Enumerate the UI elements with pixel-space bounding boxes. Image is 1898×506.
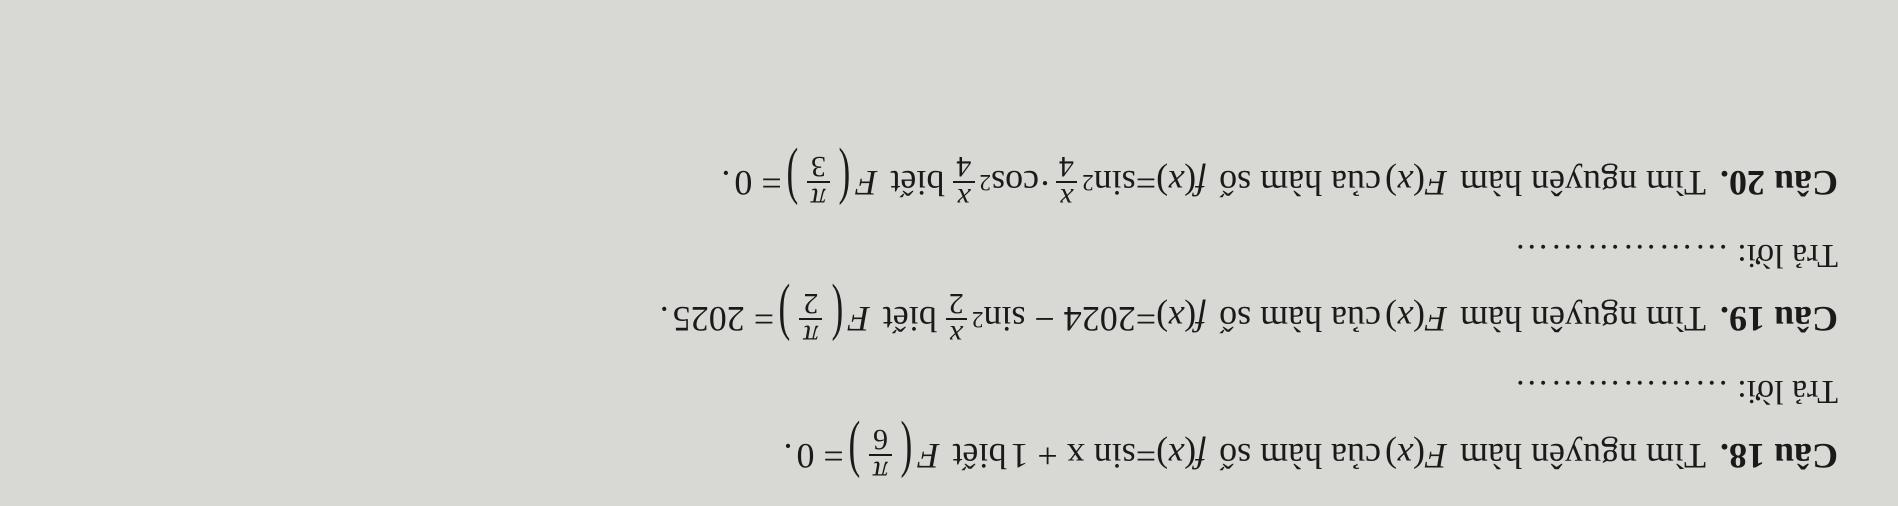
q20-label: Câu 20. (1720, 153, 1838, 211)
q18-f-sym: f (1196, 426, 1206, 484)
q18-frac-den: 6 (869, 424, 892, 454)
q19-Fpi2: F ( π 2 ) = 2025 (673, 288, 879, 350)
q18-frac-pi6: π 6 (869, 424, 892, 486)
q20-frac-den-4a: 4 (1055, 151, 1078, 181)
q20-Fx: F(x) (1385, 153, 1456, 211)
q18-F2: F (917, 426, 939, 484)
q19-fx: f(x) = 2024 − sin2 x 2 (941, 288, 1215, 350)
q20-of: của hàm số (1219, 153, 1381, 211)
q20-F2: F (855, 153, 877, 211)
q19-frac-num-x: x (946, 318, 967, 350)
q18-lead: Tìm nguyên hàm (1460, 426, 1706, 484)
q19-frac-pi2: π 2 (799, 288, 822, 350)
q20-F-sym: F (1425, 153, 1447, 211)
q18-Fx: F(x) (1385, 426, 1456, 484)
q19-frac-num-pi: π (799, 318, 822, 350)
q20-dot: · (1039, 153, 1051, 211)
q20-frac-den-4b: 4 (952, 151, 975, 181)
q18-period: . (783, 426, 792, 484)
q20-fx: f(x) = sin2 x 4 · cos2 x 4 (948, 151, 1215, 213)
q20-sin: sin (1094, 153, 1136, 211)
question-19: Câu 19. Tìm nguyên hàm F(x) của hàm số f… (60, 288, 1838, 350)
q20-frac-num-pi: π (807, 181, 830, 213)
q19-f-sym: f (1196, 290, 1206, 348)
q20-f-sym: f (1196, 153, 1206, 211)
q19-lead: Tìm nguyên hàm (1460, 290, 1706, 348)
q19-of: của hàm số (1219, 290, 1381, 348)
q20-lead: Tìm nguyên hàm (1460, 153, 1706, 211)
q18-F-sym: F (1425, 426, 1447, 484)
q19-eq: = 2025 (673, 290, 774, 348)
answer-dots-18: ……………… (1513, 373, 1729, 410)
answer-19: Trả lời: ……………… (60, 227, 1838, 281)
q19-label: Câu 19. (1720, 290, 1838, 348)
answer-18: Trả lời: ……………… (60, 364, 1838, 418)
q20-cos: cos (991, 153, 1039, 211)
answer-label-19: Trả lời: (1737, 237, 1838, 274)
q19-period: . (660, 290, 669, 348)
q19-F2: F (848, 290, 870, 348)
q18-cond: biết (952, 426, 1006, 484)
q19-Fx: F(x) (1385, 290, 1456, 348)
q18-Fpi6: F ( π 6 ) = 0 (796, 424, 948, 486)
q20-frac-num-xb: x (953, 181, 974, 213)
q18-frac-num: π (869, 454, 892, 486)
answer-dots-19: ……………… (1513, 237, 1729, 274)
q19-F-sym: F (1425, 290, 1447, 348)
q20-frac-x4-b: x 4 (952, 151, 975, 213)
q19-cond: biết (883, 290, 937, 348)
q20-cond: biết (890, 153, 944, 211)
q20-frac-den-3: 3 (807, 151, 830, 181)
q19-frac-den-pi2: 2 (799, 288, 822, 318)
q20-period: . (721, 153, 730, 211)
q18-rhs: sin x + 1 (1010, 426, 1135, 484)
q20-frac-x4-a: x 4 (1055, 151, 1078, 213)
q19-rhs-a: 2024 − sin (983, 290, 1135, 348)
q18-eq0: = 0 (796, 426, 843, 484)
q20-eq0: = 0 (734, 153, 781, 211)
q18-label: Câu 18. (1720, 426, 1838, 484)
q18-fx: f(x) = sin x + 1 (1010, 426, 1215, 484)
page-rotated: Câu 18. Tìm nguyên hàm F(x) của hàm số f… (0, 0, 1898, 506)
q20-frac-num-xa: x (1056, 181, 1077, 213)
question-20: Câu 20. Tìm nguyên hàm F(x) của hàm số f… (60, 151, 1838, 213)
q19-frac-x2: x 2 (945, 288, 968, 350)
question-18: Câu 18. Tìm nguyên hàm F(x) của hàm số f… (60, 424, 1838, 486)
q19-frac-den-2: 2 (945, 288, 968, 318)
q20-frac-pi3: π 3 (807, 151, 830, 213)
answer-label-18: Trả lời: (1737, 373, 1838, 410)
q20-Fpi3: F ( π 3 ) = 0 (734, 151, 886, 213)
q18-of: của hàm số (1219, 426, 1381, 484)
